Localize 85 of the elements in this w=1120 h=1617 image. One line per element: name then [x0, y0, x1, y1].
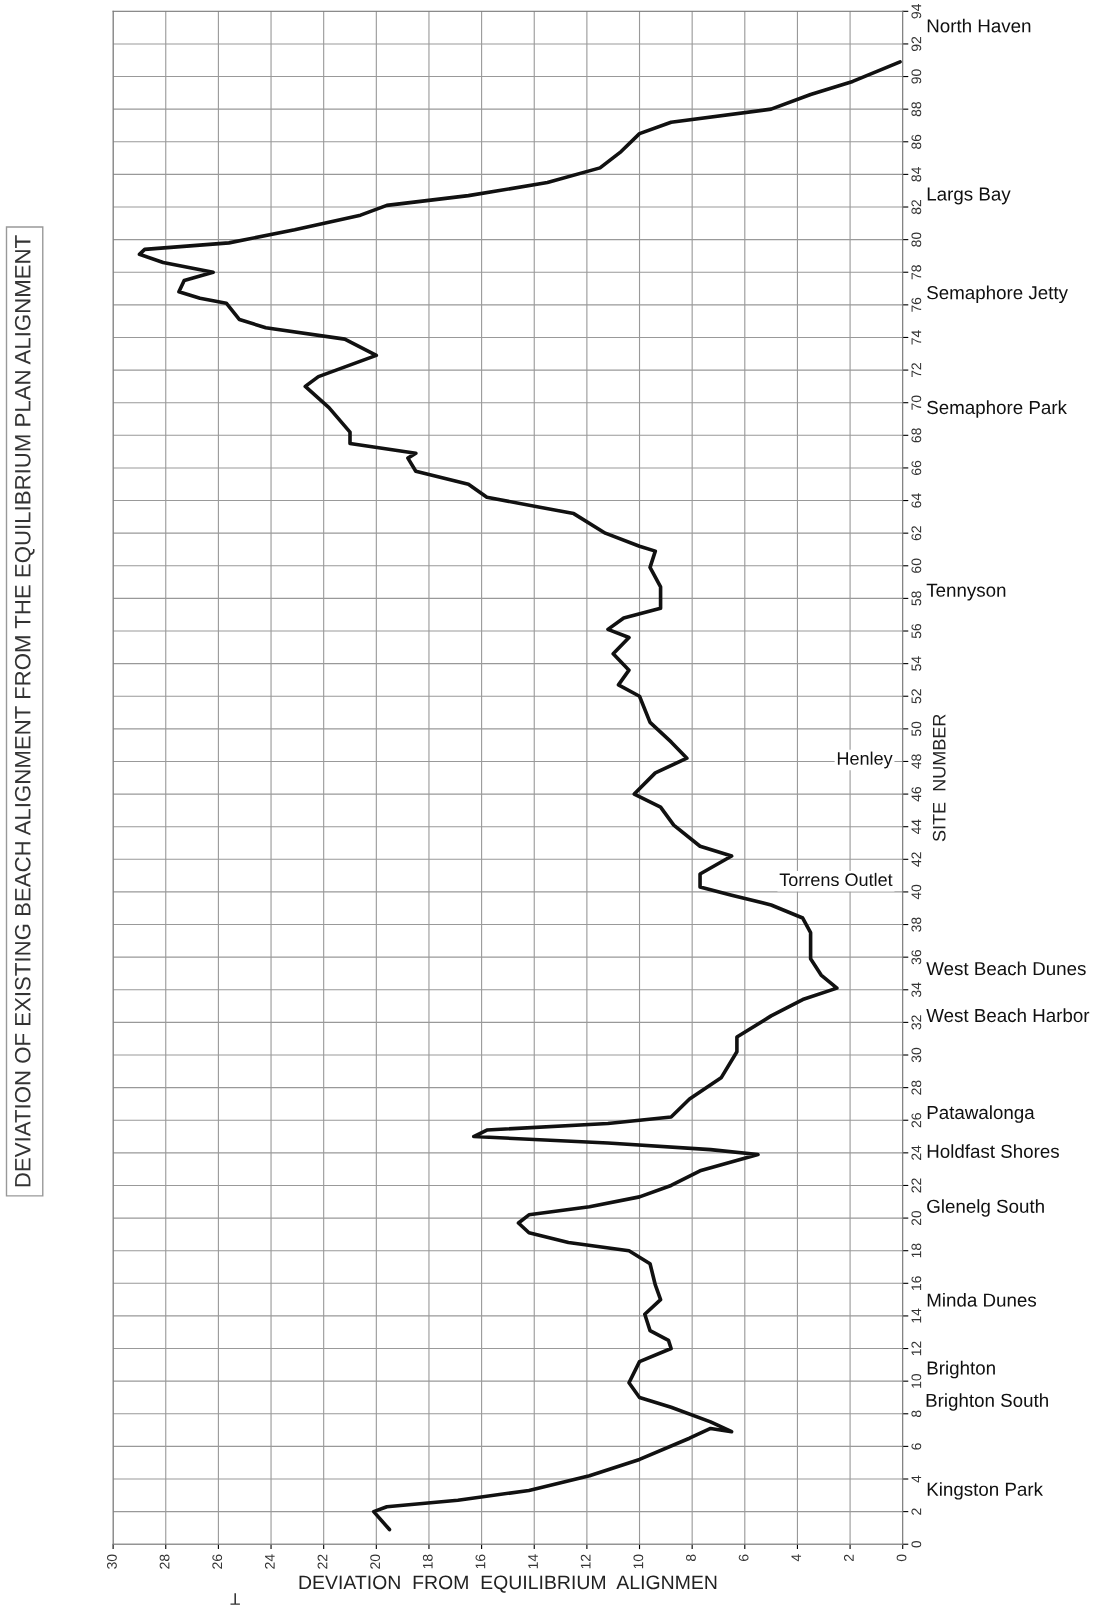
y-tick-label: 26: [911, 1113, 922, 1128]
y-tick-label: 6: [911, 1443, 922, 1450]
y-tick-label: 16: [911, 1276, 922, 1290]
y-tick-label: 50: [911, 721, 922, 737]
y-tick-label: 2: [911, 1508, 922, 1515]
text: Semaphore Jetty: [927, 285, 1068, 304]
y-tick-label: 72: [911, 363, 922, 378]
line-series: [137, 60, 902, 1532]
x-tick-label: 20: [370, 1554, 381, 1569]
y-tick-label: 34: [911, 982, 922, 997]
x-tick-label: 14: [528, 1554, 538, 1569]
y-tick-label: 60: [911, 558, 922, 573]
y-tick-label: 18: [911, 1243, 922, 1258]
y-tick-label: 48: [911, 754, 922, 769]
y-tick-label: 62: [911, 526, 922, 541]
y-tick-label: 8: [911, 1410, 922, 1418]
y-tick-label: 56: [911, 623, 922, 639]
y-tick-label: 58: [911, 591, 922, 606]
y-tick-label: 86: [911, 134, 922, 149]
y-tick-label: 10: [911, 1373, 922, 1388]
text: Kingston Park: [927, 1482, 1043, 1500]
x-axis-title: DEVIATION FROM EQUILIBRIUM ALIGNMEN: [299, 1575, 717, 1593]
text: North Haven: [927, 18, 1031, 33]
x-tick-label: 16: [475, 1554, 486, 1569]
y-tick-label: 84: [911, 167, 922, 182]
text: DEVIATION OF EXISTING BEACH ALIGNMENT FROM THE EQUILIBRIUM PLAN ALIGNMENT: [14, 235, 35, 1187]
y-tick-label: 36: [911, 950, 922, 965]
y-axis-title: SITE NUMBER: [932, 714, 946, 842]
y-tick-label: 14: [911, 1308, 922, 1323]
x-tick-label: 28: [159, 1554, 170, 1569]
x-tick-label: 6: [738, 1554, 749, 1561]
x-tick-label: 18: [422, 1554, 433, 1569]
annotation: Henley: [837, 751, 893, 769]
text: Holdfast Shores: [927, 1144, 1059, 1158]
x-tick-label: 24: [264, 1554, 275, 1569]
y-tick-label: 28: [911, 1080, 922, 1095]
y-tick-label: 68: [911, 428, 922, 443]
y-tick-label: 42: [911, 852, 922, 867]
text: West Beach Dunes: [926, 961, 1086, 976]
y-tick-label: 38: [911, 917, 922, 932]
y-tick-label: 46: [911, 786, 922, 802]
y-tick-label: 24: [911, 1145, 922, 1160]
y-tick-label: 74: [911, 330, 922, 345]
x-tick-label: 30: [107, 1554, 117, 1569]
text: Glenelg South: [927, 1199, 1044, 1217]
y-tick-label: 94: [911, 4, 922, 19]
y-tick-label: 90: [911, 69, 922, 84]
y-tick-label: 78: [911, 265, 922, 280]
y-tick-label: 76: [911, 297, 922, 312]
y-tick-label: 22: [911, 1178, 922, 1193]
y-tick-label: 52: [911, 689, 922, 704]
x-tick-label: 26: [212, 1554, 223, 1569]
text: Semaphore Park: [927, 400, 1067, 418]
text: Minda Dunes: [927, 1292, 1037, 1307]
text: West Beach Harbor: [926, 1008, 1090, 1023]
x-tick-label: 0: [896, 1554, 907, 1562]
y-tick-label: 12: [911, 1341, 922, 1356]
y-tick-label: 20: [911, 1210, 922, 1226]
y-tick-label: 54: [911, 656, 922, 671]
text: Brighton South: [926, 1393, 1048, 1411]
y-tick-label: 80: [911, 232, 922, 247]
y-tick-label: 70: [911, 395, 922, 410]
x-tick-label: 4: [791, 1554, 802, 1562]
y-tick-label: 92: [911, 36, 922, 52]
y-tick-label: 40: [911, 884, 922, 900]
y-tick-label: 32: [911, 1015, 922, 1030]
y-tick-label: 30: [911, 1047, 922, 1063]
y-tick-label: 4: [911, 1475, 922, 1483]
y-tick-label: 88: [911, 102, 922, 117]
x-tick-label: 8: [686, 1554, 696, 1562]
x-tick-label: 12: [580, 1554, 591, 1569]
y-tick-label: 44: [911, 819, 922, 835]
text: Tennyson: [926, 583, 1006, 601]
x-tick-label: 22: [317, 1554, 328, 1569]
y-tick-label: 82: [911, 199, 922, 215]
text: Largs Bay: [927, 187, 1011, 205]
x-tick-label: 10: [633, 1554, 644, 1569]
y-tick-label: 0: [911, 1540, 922, 1548]
y-tick-label: 64: [911, 493, 922, 508]
text: T: [230, 1593, 240, 1605]
x-tick-label: 2: [843, 1554, 854, 1561]
y-tick-label: 66: [911, 460, 922, 475]
text: Brighton: [927, 1360, 995, 1379]
annotation: Torrens Outlet: [779, 872, 893, 887]
text: Patawalonga: [927, 1105, 1035, 1123]
